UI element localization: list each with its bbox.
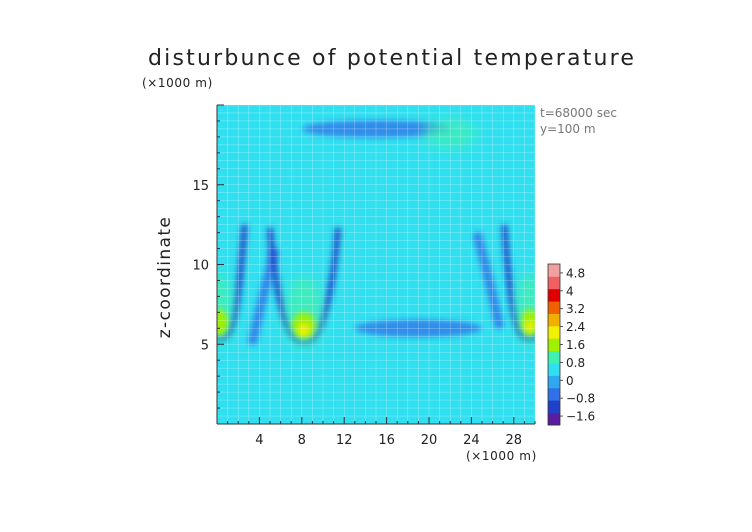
colorbar-segment (548, 412, 560, 426)
x-tick-label: 28 (506, 433, 523, 448)
colorbar-segment (548, 350, 560, 364)
x-tick-label: 8 (298, 433, 306, 448)
plume-peak (297, 323, 311, 337)
x-tick-label: 24 (463, 433, 480, 448)
plume-peak (525, 320, 535, 334)
field-mottle (344, 152, 408, 201)
y-tick-label: 10 (192, 259, 209, 274)
colorbar-segment (548, 325, 560, 339)
plume-peak (217, 320, 224, 334)
y-axis-label: z-coordinate (155, 215, 175, 339)
y-tick-label: 15 (192, 179, 209, 194)
warm-patch (423, 119, 477, 149)
field-mottle (376, 352, 482, 401)
field-mottle (232, 168, 286, 233)
colorbar-label: 4 (566, 284, 574, 298)
x-axis-unit: (×1000 m) (466, 449, 537, 463)
field-mottle (460, 143, 504, 195)
colorbar-label: 2.4 (566, 320, 585, 334)
colorbar-label: 0.8 (566, 356, 585, 370)
colorbar-segment (548, 313, 560, 327)
colorbar-segment (548, 338, 560, 352)
colorbar-segment (548, 276, 560, 290)
y-axis-unit: (×1000 m) (142, 76, 213, 90)
colorbar: 4.8 4 3.2 2.4 1.6 0.8 0 −0.8 −1.6 (547, 263, 595, 426)
x-tick-label: 12 (336, 433, 353, 448)
colorbar-segment (548, 288, 560, 302)
colorbar-label: −1.6 (566, 410, 595, 424)
chart-title: disturbunce of potential temperature (148, 46, 637, 71)
colorbar-label: −0.8 (566, 392, 595, 406)
y-tick-label: 5 (201, 338, 209, 353)
cold-band (354, 319, 482, 338)
cold-edge (472, 231, 505, 330)
colorbar-label: 4.8 (566, 266, 585, 280)
colorbar-segment (548, 264, 560, 277)
colorbar-segment (548, 301, 560, 314)
x-tick-label: 16 (378, 433, 395, 448)
field-mottle (217, 372, 286, 412)
field-mottle (476, 352, 530, 401)
colorbar-label: 0 (566, 374, 574, 388)
warm-plume (501, 224, 535, 345)
colorbar-segment (548, 375, 560, 389)
colorbar-segment (548, 400, 560, 414)
cold-band (301, 120, 451, 138)
y-position-annotation: y=100 m (540, 122, 596, 136)
colorbar-label: 3.2 (566, 302, 585, 316)
x-tick-label: 4 (255, 433, 263, 448)
colorbar-segment (548, 363, 560, 376)
field-mottle (386, 176, 451, 289)
field-layer (217, 105, 535, 424)
colorbar-segment (548, 387, 560, 401)
colorbar-label: 1.6 (566, 338, 585, 352)
x-tick-label: 20 (421, 433, 438, 448)
warm-plume (217, 224, 248, 345)
grid-layer (217, 105, 535, 424)
time-annotation: t=68000 sec (540, 106, 617, 120)
axis-layer: 4 8 12 16 20 24 28 5 10 15 (192, 104, 536, 448)
warm-plume (267, 227, 341, 348)
